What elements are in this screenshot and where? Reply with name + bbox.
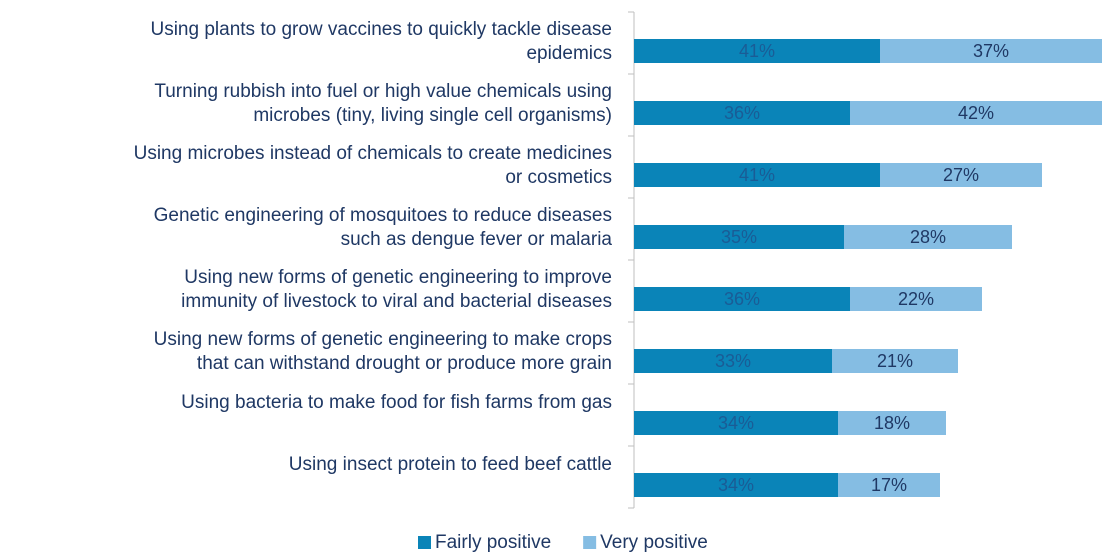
value-label: 41% [739, 41, 775, 61]
value-label: 37% [973, 41, 1009, 61]
category-label: Using plants to grow vaccines to quickly… [150, 19, 612, 40]
value-label: 18% [874, 413, 910, 433]
bar-segment [850, 101, 1102, 125]
bar-segment [880, 39, 1102, 63]
legend-swatch [418, 536, 431, 549]
category-label: Using bacteria to make food for fish far… [181, 392, 612, 413]
category-label: immunity of livestock to viral and bacte… [181, 291, 612, 312]
value-label: 36% [724, 103, 760, 123]
bar-segment [838, 473, 940, 497]
category-label: microbes (tiny, living single cell organ… [253, 105, 612, 126]
value-label: 34% [718, 413, 754, 433]
value-label: 22% [898, 289, 934, 309]
bar-segment [634, 349, 832, 373]
category-label: that can withstand drought or produce mo… [197, 353, 612, 374]
bar-segment [634, 411, 838, 435]
legend-swatch [583, 536, 597, 549]
value-label: 21% [877, 351, 913, 371]
category-label: Using microbes instead of chemicals to c… [134, 143, 612, 164]
value-label: 27% [943, 165, 979, 185]
bar-segment [832, 349, 958, 373]
value-label: 34% [718, 475, 754, 495]
bar-segment [850, 287, 982, 311]
bar-segment [634, 163, 880, 187]
bar-segment [880, 163, 1042, 187]
value-label: 17% [871, 475, 907, 495]
bar-segment [634, 225, 844, 249]
bar-segment [844, 225, 1012, 249]
category-label: Using insect protein to feed beef cattle [289, 454, 612, 475]
bar-segment [634, 101, 850, 125]
value-label: 36% [724, 289, 760, 309]
bar-segment [634, 287, 850, 311]
bar-segment [634, 473, 838, 497]
category-label: epidemics [526, 43, 612, 64]
bar-segment [838, 411, 946, 435]
category-label: Using new forms of genetic engineering t… [184, 267, 612, 288]
value-label: 42% [958, 103, 994, 123]
value-label: 33% [715, 351, 751, 371]
value-label: 35% [721, 227, 757, 247]
value-label: 28% [910, 227, 946, 247]
category-label: Genetic engineering of mosquitoes to red… [154, 205, 612, 226]
legend-label: Very positive [600, 532, 708, 553]
category-label: or cosmetics [505, 167, 612, 188]
value-label: 41% [739, 165, 775, 185]
category-label: such as dengue fever or malaria [341, 229, 613, 250]
legend-label: Fairly positive [435, 532, 551, 553]
category-label: Using new forms of genetic engineering t… [154, 329, 612, 350]
category-label: Turning rubbish into fuel or high value … [154, 81, 612, 102]
bar-segment [634, 39, 880, 63]
